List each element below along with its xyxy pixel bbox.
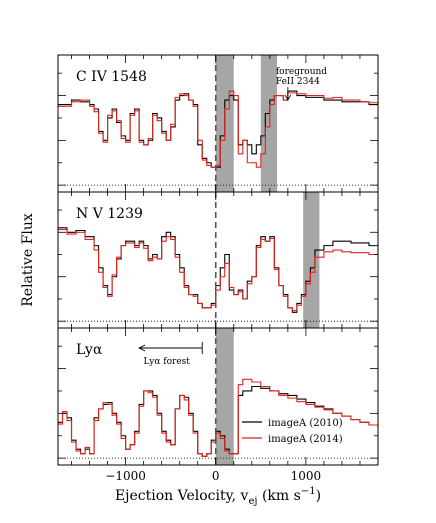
y-axis-label: Relative Flux (20, 213, 36, 307)
foreground-annotation-line-1: foreground (276, 67, 327, 77)
panel-2-series-2014-line (58, 229, 378, 312)
legend-label-2010: imageA (2010) (268, 418, 343, 429)
panel-2-shaded-region-1 (303, 192, 320, 328)
forest-arrow-head (138, 344, 146, 352)
panel-1-ion-label: C IV 1548 (76, 69, 147, 85)
forest-annotation-label: Lyα forest (143, 357, 190, 367)
panel-1-shaded-region-2 (260, 55, 278, 192)
panel-2-series-2010-line (58, 227, 378, 313)
panel-3-series-2014-line (58, 378, 379, 457)
panel-2-ion-label: N V 1239 (76, 206, 143, 222)
x-tick-label: 0 (212, 469, 220, 483)
legend-label-2014: imageA (2014) (268, 434, 343, 445)
x-axis-label: Ejection Velocity, vej (km s−1) (115, 486, 321, 507)
x-tick-label: 1000 (291, 469, 322, 483)
x-tick-label: −1000 (105, 469, 146, 483)
panel-3-ion-label: Lyα (76, 342, 103, 358)
panel-3-frame (57, 327, 379, 466)
foreground-arrow-head (284, 94, 292, 101)
foreground-annotation-line-2: FeII 2344 (276, 77, 320, 87)
